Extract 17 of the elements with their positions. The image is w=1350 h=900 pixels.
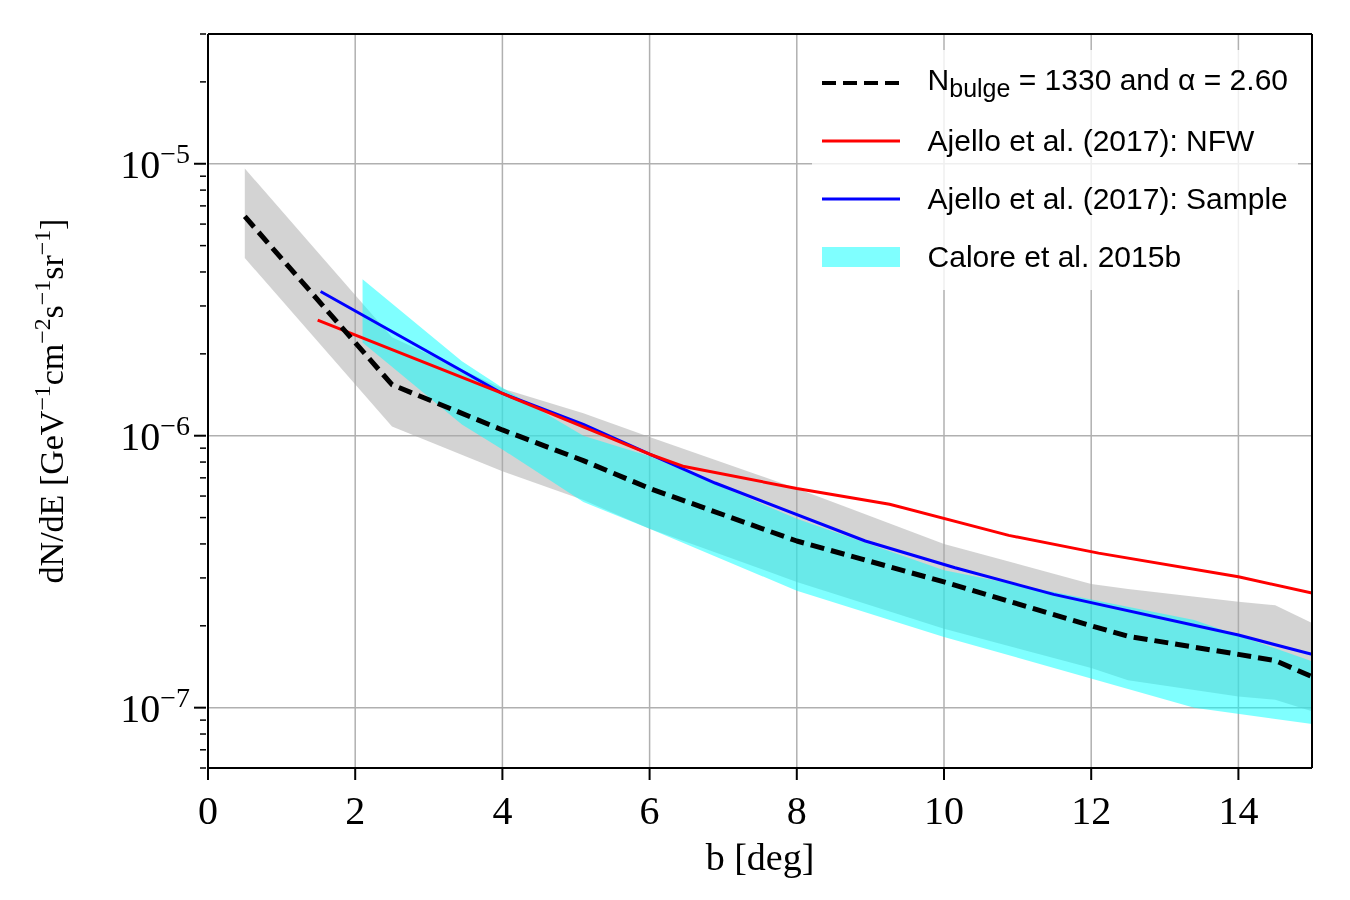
y-tick-label: 10$^{−6}$ bbox=[120, 409, 190, 459]
line-series bbox=[316, 318, 1312, 595]
legend-label: Ajello et al. (2017): Sample bbox=[927, 182, 1288, 215]
x-axis-title: b [deg] bbox=[705, 836, 815, 878]
x-tick-label: 10 bbox=[924, 788, 964, 834]
x-tick-label: 12 bbox=[1071, 788, 1112, 834]
legend-label: Ajello et al. (2017): NFW bbox=[927, 124, 1255, 157]
x-tick-label: 0 bbox=[198, 788, 218, 834]
x-tick-label: 8 bbox=[786, 788, 807, 834]
y-tick-label: 10$^{−7}$ bbox=[120, 681, 190, 731]
x-tick-label: 2 bbox=[345, 788, 366, 834]
y-tick-label: 10$^{−5}$ bbox=[120, 137, 190, 187]
x-tick-label: 4 bbox=[492, 788, 513, 834]
legend-label: Calore et al. 2015b bbox=[927, 240, 1182, 273]
legend-label: N$_{bulge}$ = 1330 and α = 2.60 bbox=[927, 63, 1288, 102]
x-tick-label: 14 bbox=[1218, 788, 1259, 834]
x-tick-label: 6 bbox=[639, 788, 660, 834]
